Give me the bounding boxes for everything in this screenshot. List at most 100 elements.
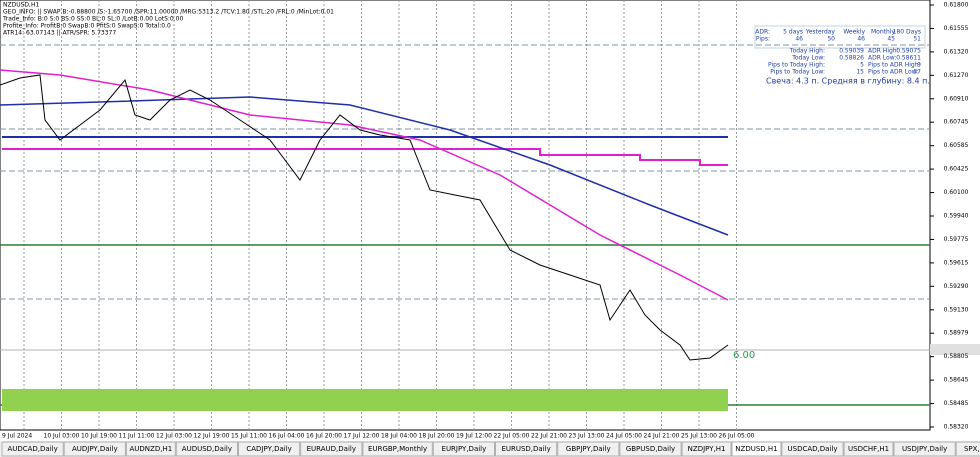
tab[interactable] — [238, 441, 301, 457]
tab-label[interactable]: GBPJPY,Daily — [566, 445, 611, 453]
tab[interactable] — [63, 441, 126, 457]
adr-header: Weekly — [843, 29, 865, 36]
tab[interactable] — [731, 441, 782, 457]
tab-label[interactable]: AUDCAD,Daily — [7, 445, 57, 453]
tab[interactable] — [175, 441, 239, 457]
tab[interactable] — [300, 441, 363, 457]
time-label: 24 Jul 21:00 — [644, 433, 680, 440]
tab-label[interactable]: AUDUSD,Daily — [182, 445, 232, 453]
header-line: Trade_Info: B:0 S:0 BS:0 SS:0 BL:0 SL:0 … — [2, 16, 183, 23]
tab[interactable] — [893, 441, 956, 457]
tab-label[interactable]: AUDNZD,H1 — [130, 445, 173, 453]
time-label: 25 Jul 13:00 — [681, 433, 717, 440]
adr-header: 180 Days — [893, 29, 921, 36]
price-label: 0.59775 — [944, 236, 969, 243]
header-line: ATR14: 63.07143 || ATR/SPR: 5.73377 — [3, 30, 116, 37]
tab[interactable] — [781, 441, 844, 457]
tab[interactable] — [495, 441, 558, 457]
tab-label[interactable]: EURUSD,Daily — [501, 445, 550, 453]
adr-header: Yesterday — [805, 29, 836, 36]
time-label: 11 Jul 11:00 — [119, 433, 155, 440]
adr-header: 5 days — [783, 29, 803, 36]
tab-label[interactable]: CADJPY,Daily — [246, 445, 291, 453]
header-line: NZDUSD,H1 — [3, 2, 39, 9]
info-cell: 0.59039 — [839, 48, 864, 55]
time-label: 22 Jul 21:00 — [531, 433, 567, 440]
price-label: 0.58485 — [944, 400, 969, 407]
time-label: 18 Jul 04:00 — [381, 433, 417, 440]
adr-header: Monthly — [871, 29, 895, 36]
adr-pips: 46 — [857, 36, 865, 43]
tab-label[interactable]: EURGBP,Monthly — [368, 445, 427, 453]
header-line: GEO_INFO: || SWAP B:-0.88800 /S:-1.65700… — [3, 9, 334, 16]
price-label: 0.60910 — [944, 95, 969, 102]
time-axis: 9 Jul 2024 10 Jul 03:00 10 Jul 19:00 11 Jul… — [2, 433, 755, 440]
tab-label[interactable]: NZDJPY,H1 — [688, 445, 726, 453]
price-label: 0.59130 — [944, 306, 969, 313]
info-cell: ADR Low: — [868, 55, 896, 62]
info-cell: Today High: — [789, 48, 825, 55]
tab[interactable] — [432, 441, 495, 457]
price-label: 0.61800 — [944, 2, 969, 9]
adr-pips: 46 — [795, 36, 803, 43]
plot-frame — [0, 0, 931, 431]
info-cell: Pips to ADR Low: — [868, 69, 918, 76]
adr-pips: Pips: — [756, 36, 770, 43]
moving-average — [0, 69, 729, 301]
time-label: 12 Jul 19:00 — [194, 433, 230, 440]
time-label: 9 Jul 2024 — [2, 433, 32, 440]
adr-pips: 50 — [827, 36, 835, 43]
tab-label[interactable]: NZDUSD,H1 — [735, 445, 777, 453]
adr-pips: 45 — [887, 36, 895, 43]
adr-header: ADR: — [755, 29, 770, 36]
tab[interactable] — [955, 441, 980, 457]
info-cell: 0.58826 — [839, 55, 864, 62]
info-cell: 5 — [860, 62, 864, 69]
price-label: 0.60745 — [944, 119, 969, 126]
tabs: AUDCAD,Daily AUDJPY,Daily AUDNZD,H1 AUDUSD,… — [1, 441, 980, 457]
time-label: 18 Jul 20:00 — [419, 433, 455, 440]
info-cell: Pips to ADR High: — [868, 62, 921, 69]
info-cell: Today Low: — [791, 55, 825, 62]
price-label: 0.61320 — [944, 48, 969, 55]
price-label: 0.61270 — [944, 72, 969, 79]
header-line: Profite_Info: ProfitB:0 SwapB:0 PfitS:0 … — [3, 23, 171, 30]
tab[interactable] — [619, 441, 682, 457]
bid-highlight — [930, 344, 980, 355]
info-cell: 15 — [856, 69, 864, 76]
tab-label[interactable]: EURJPY,Daily — [442, 445, 487, 453]
price-label: 0.58805 — [944, 353, 969, 360]
chart-label: 6.00 — [733, 350, 755, 361]
price-label: 0.60585 — [944, 142, 969, 149]
price-label: 0.60425 — [944, 166, 969, 173]
tab-label[interactable]: USDCAD,Daily — [788, 445, 838, 453]
tab[interactable] — [557, 441, 620, 457]
moving-average — [0, 96, 729, 236]
info-cell: 9 — [917, 62, 921, 69]
time-label: 10 Jul 19:00 — [81, 433, 117, 440]
time-label: 24 Jul 05:00 — [606, 433, 642, 440]
tab[interactable] — [681, 441, 732, 457]
tab[interactable] — [362, 441, 433, 457]
time-label: 26 Jul 05:00 — [719, 433, 755, 440]
tab-label[interactable]: GBPUSD,Daily — [626, 445, 675, 453]
tab-label[interactable]: SPX,Daily — [964, 445, 980, 453]
tab-label[interactable]: USDJPY,Daily — [902, 445, 947, 453]
price-label: 0.60100 — [944, 189, 969, 196]
price-series — [0, 74, 729, 361]
tab[interactable] — [125, 441, 176, 457]
tab-label[interactable]: EURAUD,Daily — [307, 445, 356, 453]
tab[interactable] — [843, 441, 894, 457]
tab[interactable] — [1, 441, 64, 457]
info-cell: Pips to Today Low: — [770, 69, 825, 76]
tab-label[interactable]: AUDJPY,Daily — [72, 445, 118, 453]
time-label: 16 Jul 04:00 — [269, 433, 305, 440]
info-box — [754, 25, 926, 49]
info-cell: 37 — [913, 69, 921, 76]
time-label: 10 Jul 03:00 — [44, 433, 80, 440]
price-label: 0.59940 — [944, 213, 969, 220]
info-cell: ADR High: — [868, 48, 899, 55]
tab-label[interactable]: USDCHF,H1 — [848, 445, 889, 453]
